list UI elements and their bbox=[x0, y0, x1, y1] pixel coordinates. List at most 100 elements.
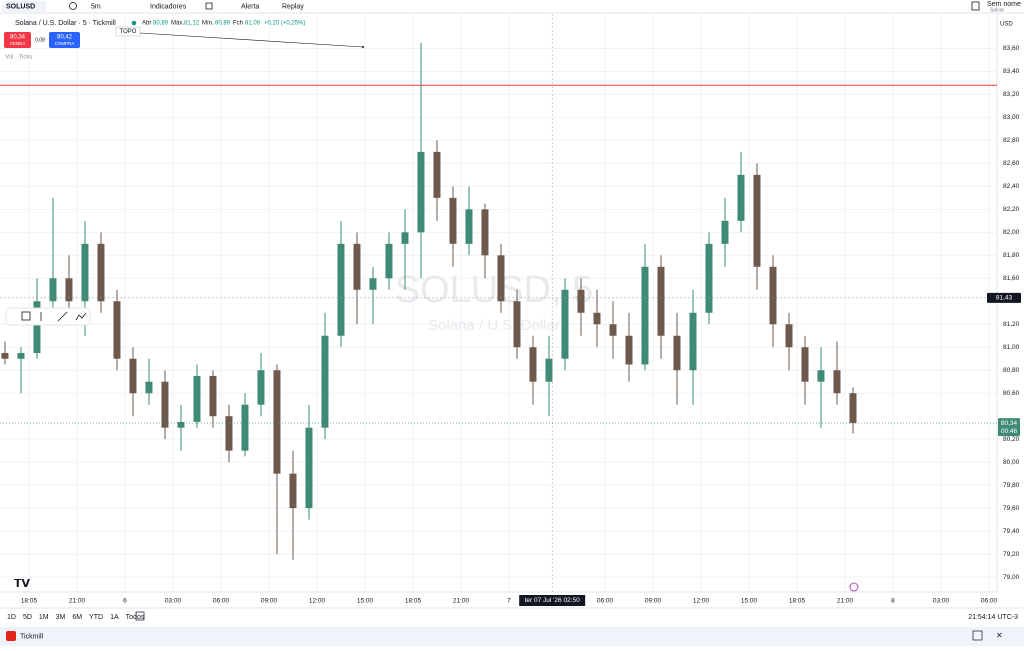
candle-body bbox=[625, 335, 633, 365]
y-tick-label: 79,20 bbox=[1003, 551, 1020, 558]
range-button[interactable]: 1M bbox=[39, 614, 49, 621]
maximize-button[interactable] bbox=[972, 630, 983, 641]
path-tool[interactable] bbox=[75, 312, 87, 321]
legend-open: 80,89 bbox=[153, 21, 169, 27]
y-tick-label: 82,00 bbox=[1003, 229, 1020, 236]
y-tick-label: 83,00 bbox=[1003, 114, 1020, 121]
buy-button[interactable] bbox=[49, 32, 80, 48]
x-tick-label: 12:00 bbox=[693, 598, 710, 605]
last-price: 80,34 bbox=[1001, 420, 1018, 427]
layout-name[interactable]: Sem nome bbox=[987, 1, 1021, 8]
symbol-box[interactable] bbox=[2, 1, 46, 12]
y-tick-label: 80,00 bbox=[1003, 459, 1020, 466]
legend-close: 81,09 bbox=[245, 21, 261, 27]
candle-body bbox=[321, 335, 329, 428]
candle-body bbox=[641, 266, 649, 365]
range-button[interactable]: 6M bbox=[72, 614, 82, 621]
legend-high: 81,12 bbox=[184, 21, 200, 27]
range-button[interactable]: 5D bbox=[23, 614, 32, 621]
watermark: SOLUSD, 5 bbox=[395, 269, 594, 311]
y-tick-label: 80,20 bbox=[1003, 436, 1020, 443]
legend-high-label: Máx. bbox=[171, 21, 184, 27]
y-tick-label: 81,60 bbox=[1003, 275, 1020, 282]
templates-icon[interactable] bbox=[205, 2, 213, 10]
candle-body bbox=[769, 266, 777, 325]
range-button[interactable]: 1A bbox=[110, 614, 119, 621]
legend-change: +0,20 (+0,25%) bbox=[264, 21, 305, 27]
add-symbol-icon[interactable] bbox=[69, 2, 77, 10]
sell-label[interactable]: VENDA bbox=[10, 41, 26, 46]
y-tick-label: 81,20 bbox=[1003, 321, 1020, 328]
candle-body bbox=[1, 352, 9, 359]
indicators-button[interactable]: Indicadores bbox=[150, 3, 187, 10]
y-tick-label: 81,80 bbox=[1003, 252, 1020, 259]
candle-body bbox=[833, 370, 841, 394]
buy-price[interactable]: 80,42 bbox=[57, 35, 73, 41]
broker-name[interactable]: Tickmill bbox=[20, 633, 44, 640]
save-label[interactable]: Salvar bbox=[990, 7, 1005, 13]
clock: 21:54:14 UTC-3 bbox=[968, 614, 1018, 621]
buy-label[interactable]: COMPRA bbox=[55, 41, 75, 46]
y-tick-label: 82,40 bbox=[1003, 183, 1020, 190]
x-tick-label: 06:00 bbox=[981, 598, 998, 605]
annotation-point bbox=[362, 46, 364, 48]
candle-body bbox=[161, 381, 169, 428]
y-tick-label: 83,60 bbox=[1003, 45, 1020, 52]
candle-body bbox=[593, 312, 601, 325]
legend-low: 80,89 bbox=[215, 21, 231, 27]
range-button[interactable]: 3M bbox=[56, 614, 66, 621]
line-tool[interactable] bbox=[57, 311, 68, 322]
candle-body bbox=[529, 347, 537, 382]
candle-body bbox=[337, 243, 345, 336]
candle-body bbox=[289, 473, 297, 509]
candle-body bbox=[497, 255, 505, 302]
candle-body bbox=[305, 427, 313, 509]
footer-bar bbox=[0, 627, 1024, 646]
y-tick-label: 80,80 bbox=[1003, 367, 1020, 374]
range-button[interactable]: Todos bbox=[126, 614, 145, 621]
event-icon[interactable] bbox=[849, 582, 859, 592]
annotation[interactable]: TOPO bbox=[120, 29, 137, 35]
status-dot bbox=[131, 20, 137, 26]
range-button[interactable]: 1D bbox=[7, 614, 16, 621]
candle-body bbox=[81, 243, 89, 302]
date-range-icon[interactable] bbox=[135, 611, 145, 621]
candle-body bbox=[257, 370, 265, 405]
candle-body bbox=[385, 243, 393, 279]
legend-open-label: Abr bbox=[142, 21, 151, 27]
candle-body bbox=[513, 301, 521, 348]
y-tick-label: 82,60 bbox=[1003, 160, 1020, 167]
range-button[interactable]: YTD bbox=[89, 614, 103, 621]
close-button[interactable]: ✕ bbox=[996, 631, 1003, 640]
candle-body bbox=[273, 370, 281, 474]
y-tick-label: 82,80 bbox=[1003, 137, 1020, 144]
sell-price[interactable]: 80,34 bbox=[10, 35, 26, 41]
legend-title: Solana / U.S. Dollar · 5 · Tickmill bbox=[15, 20, 116, 27]
crosshair-time: ter 07 Jul '26 02:50 bbox=[525, 597, 580, 604]
candle-body bbox=[609, 324, 617, 336]
candle-body bbox=[225, 416, 233, 451]
x-tick-label: 03:00 bbox=[933, 598, 950, 605]
layout-icon[interactable] bbox=[971, 1, 980, 11]
annotation-line[interactable] bbox=[139, 32, 364, 48]
sell-button[interactable] bbox=[4, 32, 31, 48]
annotation-box[interactable] bbox=[115, 26, 141, 37]
x-tick-label: 18:05 bbox=[21, 598, 38, 605]
alert-button[interactable]: Alerta bbox=[241, 3, 259, 10]
replay-button[interactable]: Replay bbox=[282, 3, 304, 10]
candle-body bbox=[49, 278, 57, 302]
rect-tool[interactable] bbox=[21, 311, 31, 321]
candle-body bbox=[129, 358, 137, 394]
currency: USD bbox=[1000, 22, 1013, 28]
candle-body bbox=[209, 375, 217, 417]
legend-low-label: Mín. bbox=[202, 21, 214, 27]
candle-body bbox=[577, 289, 585, 313]
candle-body bbox=[817, 370, 825, 382]
interval[interactable]: 5m bbox=[91, 3, 101, 10]
symbol[interactable]: SOLUSD bbox=[6, 3, 35, 10]
crosshair-price-box bbox=[987, 292, 1021, 303]
x-tick-label: 7 bbox=[507, 598, 511, 605]
crosshair-price: 81,43 bbox=[996, 295, 1013, 302]
x-tick-label: 21:00 bbox=[453, 598, 470, 605]
